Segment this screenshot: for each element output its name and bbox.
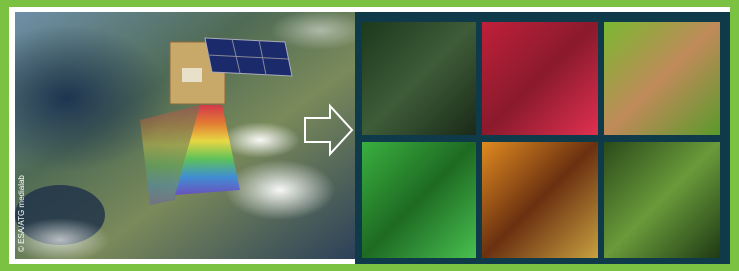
image-tile: [362, 22, 476, 135]
cloud: [225, 160, 335, 220]
image-tile: [482, 22, 598, 135]
banner-image: © ESA/ATG medialab: [0, 0, 739, 271]
page: © ESA/ATG medialab (() => { const data =…: [0, 0, 739, 271]
image-tile: [482, 142, 598, 258]
credit: © ESA/ATG medialab: [17, 175, 26, 252]
satellite-instrument: [182, 68, 202, 82]
image-tile: [604, 22, 720, 135]
image-tile: [604, 142, 720, 258]
image-tile: [362, 142, 476, 258]
